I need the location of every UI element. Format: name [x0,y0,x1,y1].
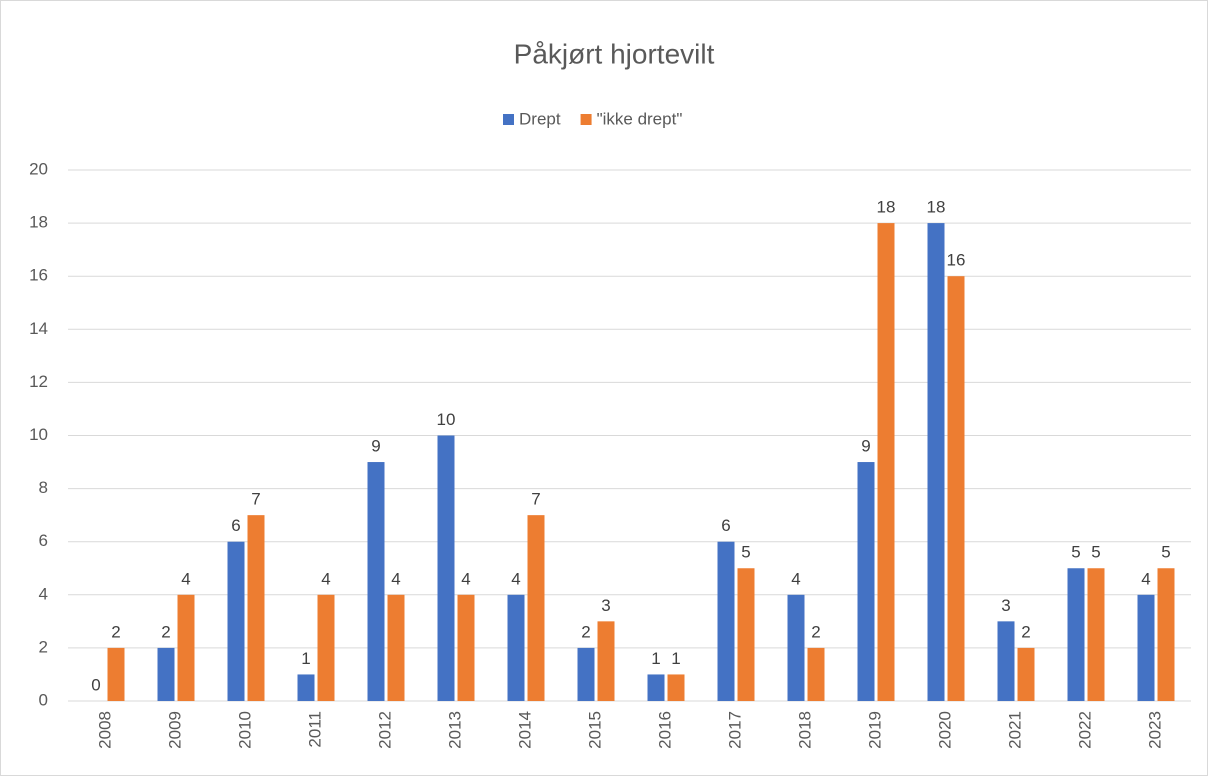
data-label: 4 [391,569,400,588]
bar [577,647,595,701]
x-tick-label: 2009 [165,711,184,749]
y-tick-label: 16 [29,266,48,285]
x-tick-label: 2014 [515,711,534,749]
x-tick-label: 2023 [1145,711,1164,749]
y-tick-label: 18 [29,213,48,232]
x-tick-label: 2020 [935,711,954,749]
bar [247,515,265,701]
y-tick-label: 20 [29,159,48,178]
data-label: 4 [791,569,800,588]
bar [1087,568,1105,701]
data-label: 10 [437,410,456,429]
bar [437,435,455,701]
bar [877,223,895,701]
data-label: 4 [321,569,330,588]
bar [367,462,385,701]
data-label: 1 [301,649,310,668]
bar [647,674,665,701]
x-tick-label: 2019 [865,711,884,749]
y-tick-label: 14 [29,319,48,338]
data-label: 1 [671,649,680,668]
bar [527,515,545,701]
data-label: 5 [1071,543,1080,562]
legend-swatch [580,114,592,125]
data-label: 2 [161,622,170,641]
data-label: 3 [1001,596,1010,615]
bar [157,647,175,701]
data-label: 3 [601,596,610,615]
bar [1067,568,1085,701]
data-label: 0 [91,675,100,694]
bar [507,594,525,701]
bar [997,621,1015,701]
bar [227,541,245,701]
data-label: 1 [651,649,660,668]
x-tick-label: 2015 [585,711,604,749]
y-tick-label: 0 [39,690,48,709]
data-label: 16 [947,251,966,270]
data-label: 4 [511,569,520,588]
y-tick-label: 12 [29,372,48,391]
data-label: 2 [111,622,120,641]
bar [1017,647,1035,701]
y-tick-label: 10 [29,425,48,444]
data-label: 18 [927,198,946,217]
data-label: 4 [1141,569,1150,588]
y-tick-label: 2 [39,637,48,656]
bar [947,276,965,701]
data-label: 2 [1021,622,1030,641]
x-tick-label: 2017 [725,711,744,749]
x-tick-label: 2008 [95,711,114,749]
data-label: 4 [181,569,190,588]
y-tick-label: 4 [39,584,48,603]
bar [737,568,755,701]
legend-label: "ikke drept" [597,109,683,128]
data-label: 18 [877,198,896,217]
x-tick-label: 2022 [1075,711,1094,749]
bar [807,647,825,701]
bar [787,594,805,701]
x-tick-label: 2018 [795,711,814,749]
bar [387,594,405,701]
bar [597,621,615,701]
data-label: 7 [251,490,260,509]
bar [317,594,335,701]
data-label: 5 [1091,543,1100,562]
bar [297,674,315,701]
chart-title: Påkjørt hjortevilt [514,38,715,69]
x-tick-label: 2013 [445,711,464,749]
data-label: 9 [861,437,870,456]
bar [717,541,735,701]
data-label: 4 [461,569,470,588]
data-label: 6 [721,516,730,535]
x-tick-label: 2012 [375,711,394,749]
data-label: 2 [581,622,590,641]
bar [107,647,125,701]
bar [177,594,195,701]
data-label: 5 [1161,543,1170,562]
legend-label: Drept [519,109,561,128]
data-label: 6 [231,516,240,535]
legend-swatch [503,114,514,125]
data-label: 2 [811,622,820,641]
data-label: 9 [371,437,380,456]
bar [667,674,685,701]
x-tick-label: 2011 [305,711,324,748]
bar [457,594,475,701]
bar [927,223,945,701]
data-label: 7 [531,490,540,509]
data-label: 5 [741,543,750,562]
bar [857,462,875,701]
y-tick-label: 8 [39,478,48,497]
x-tick-label: 2021 [1005,711,1024,749]
x-tick-label: 2010 [235,711,254,749]
bar [1137,594,1155,701]
bar [1157,568,1175,701]
y-tick-label: 6 [39,531,48,550]
x-tick-label: 2016 [655,711,674,749]
